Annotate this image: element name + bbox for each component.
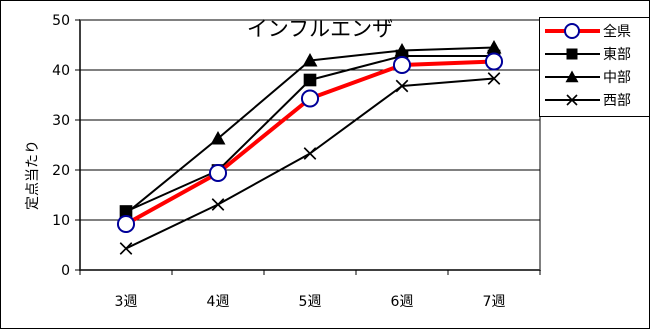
y-tick-label: 40: [52, 63, 70, 79]
legend-label: 中部: [603, 70, 631, 86]
y-tick-label: 30: [52, 113, 70, 129]
legend-label: 全県: [603, 23, 631, 40]
data-point: [211, 198, 225, 211]
data-point: [484, 52, 504, 71]
legend-label: 東部: [603, 47, 631, 63]
legend-label: 西部: [603, 93, 631, 109]
legend-item: 東部: [545, 47, 631, 63]
x-tick-label: 3週: [115, 294, 138, 310]
data-point: [303, 147, 317, 160]
data-point: [303, 73, 317, 87]
data-point: [394, 43, 410, 57]
data-point: [395, 79, 409, 93]
data-point: [302, 53, 318, 67]
data-point: [119, 242, 133, 255]
legend-item: 西部: [545, 93, 631, 109]
data-point: [392, 55, 412, 75]
x-tick-label: 4週: [207, 294, 230, 310]
data-point: [487, 72, 501, 85]
series-0: [116, 52, 504, 234]
y-tick-label: 20: [52, 163, 70, 179]
legend-swatch-marker: [565, 70, 579, 83]
series-3: [119, 72, 501, 255]
y-tick-label: 10: [52, 213, 70, 229]
data-point: [300, 89, 320, 108]
data-point: [116, 214, 136, 234]
chart-title: インフルエンザ: [247, 17, 393, 41]
legend-swatch-marker: [564, 23, 580, 39]
axes: 0 10 20 30 40 50 3週 4週 5週 6週 7週: [52, 13, 541, 310]
x-tick-label: 5週: [299, 294, 322, 310]
legend-item: 全県: [545, 23, 631, 40]
legend-swatch-marker: [566, 94, 578, 106]
y-tick-label: 50: [52, 13, 70, 29]
data-point: [208, 163, 228, 183]
x-tick-label: 7週: [483, 294, 506, 310]
legend-item: 中部: [545, 70, 631, 86]
data-point: [210, 131, 226, 145]
data-point: [486, 40, 502, 54]
y-axis-label: 定点当たり: [25, 140, 41, 210]
legend-swatch-marker: [566, 48, 578, 60]
y-tick-label: 0: [61, 263, 70, 279]
series-group: [116, 40, 504, 255]
x-tick-label: 6週: [391, 294, 414, 310]
gridlines: [80, 69, 540, 221]
series-2: [118, 40, 502, 220]
